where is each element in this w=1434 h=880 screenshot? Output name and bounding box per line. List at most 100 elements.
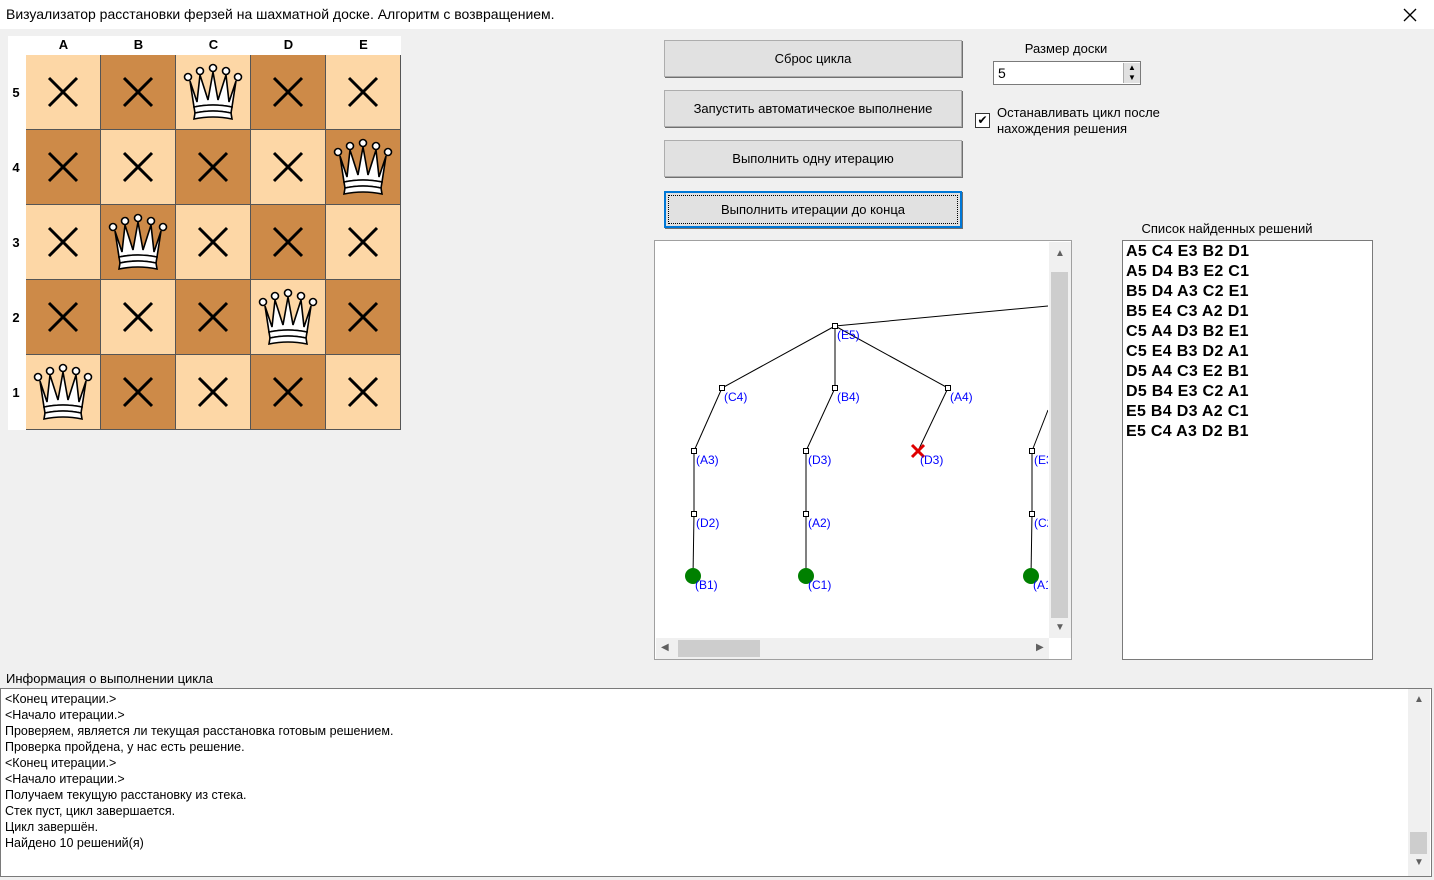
search-tree: (E5) (C4) (B4) (A4) (A3) (D3) (D3) (D2) (A2) (B1)…: [685, 305, 1048, 592]
log-line: <Начало итерации.>: [5, 708, 125, 722]
attacked-mark: [197, 301, 229, 333]
board-cell: [326, 130, 401, 205]
scroll-down[interactable]: ▼: [1414, 857, 1424, 868]
scroll-thumb[interactable]: [678, 640, 760, 657]
board-cell: [101, 205, 176, 280]
board-cell: [176, 280, 251, 355]
node-label: (A1): [1033, 578, 1048, 592]
tree-edge: [721, 325, 836, 389]
board-cell: [26, 205, 101, 280]
action-button[interactable]: Сброс цикла: [664, 40, 962, 77]
tree-edge: [692, 513, 695, 577]
scroll-up[interactable]: ▲: [1414, 694, 1424, 705]
tree-node: [691, 511, 697, 517]
column-label: E: [359, 37, 368, 52]
failed-node: [910, 443, 926, 459]
attacked-mark: [272, 76, 304, 108]
node-label: (A3): [696, 453, 719, 467]
solution-item: B5 D4 A3 C2 E1: [1126, 283, 1249, 300]
stop-checkbox-label: Останавливать цикл после нахождения реше…: [997, 105, 1160, 136]
tree-vscroll[interactable]: ▲ ▼: [1049, 242, 1071, 638]
board-cell: [326, 205, 401, 280]
board-cell: [251, 55, 326, 130]
board-cell: [251, 355, 326, 430]
board-cell: [101, 280, 176, 355]
scroll-thumb[interactable]: [1051, 272, 1068, 618]
node-label: (E3): [1034, 453, 1048, 467]
log-line: Найдено 10 решений(я): [5, 836, 144, 850]
board-cell: [101, 355, 176, 430]
queen: [331, 135, 395, 202]
log-line: Цикл завершён.: [5, 820, 99, 834]
stop-checkbox[interactable]: ✔: [975, 113, 990, 128]
tree-node: [1029, 511, 1035, 517]
queen: [31, 360, 95, 427]
attacked-mark: [197, 226, 229, 258]
column-label: B: [133, 37, 144, 52]
tree-hscroll[interactable]: ◀ ▶: [656, 638, 1049, 659]
board-cell: [176, 355, 251, 430]
scroll-up[interactable]: ▲: [1055, 248, 1065, 259]
column-label: D: [283, 37, 294, 52]
scroll-left[interactable]: ◀: [661, 642, 669, 653]
scroll-thumb[interactable]: [1410, 832, 1427, 854]
solution-node: [685, 568, 701, 584]
attacked-mark: [272, 151, 304, 183]
board-size-label: Размер доски: [1024, 41, 1108, 56]
board-cell: [326, 280, 401, 355]
tree-node: [803, 511, 809, 517]
board-cell: [251, 130, 326, 205]
attacked-mark: [347, 376, 379, 408]
action-button[interactable]: Выполнить одну итерацию: [664, 140, 962, 177]
action-button[interactable]: Запустить автоматическое выполнение: [664, 90, 962, 127]
attacked-mark: [47, 226, 79, 258]
action-button[interactable]: Выполнить итерации до конца: [664, 191, 962, 228]
scroll-right[interactable]: ▶: [1036, 642, 1044, 653]
row-label: 3: [12, 235, 20, 250]
log-line: <Начало итерации.>: [5, 772, 125, 786]
log-box: ▲ ▼ <Конец итерации.> <Начало итерации.> П…: [0, 688, 1432, 877]
solution-item: A5 C4 E3 B2 D1: [1126, 243, 1250, 260]
spinner-value: 5: [998, 65, 1006, 81]
log-line: Получаем текущую расстановку из стека.: [5, 788, 247, 802]
tree-node: [832, 323, 838, 329]
attacked-mark: [122, 376, 154, 408]
node-label: (B4): [837, 390, 860, 404]
log-line: <Конец итерации.>: [5, 692, 117, 706]
spinner-arrows[interactable]: ▲ ▼: [1123, 63, 1140, 83]
tree-edge: [1030, 513, 1033, 577]
solution-item: E5 B4 D3 A2 C1: [1126, 403, 1249, 420]
solution-item: A5 D4 B3 E2 C1: [1126, 263, 1250, 280]
tree-node: [1029, 448, 1035, 454]
node-label: (C4): [724, 390, 747, 404]
board-cell: [101, 130, 176, 205]
node-label: (D2): [696, 516, 719, 530]
queen: [181, 60, 245, 127]
node-label: (A4): [950, 390, 973, 404]
queen: [106, 210, 170, 277]
row-label: 4: [12, 160, 20, 175]
solution-item: E5 C4 A3 D2 B1: [1126, 423, 1249, 440]
tree-edge: [805, 387, 836, 452]
node-label: (A2): [808, 516, 831, 530]
attacked-mark: [122, 301, 154, 333]
board-cell: [176, 205, 251, 280]
solution-item: B5 E4 C3 A2 D1: [1126, 303, 1249, 320]
attacked-mark: [347, 226, 379, 258]
attacked-mark: [272, 376, 304, 408]
close-button[interactable]: [1402, 7, 1418, 23]
board-size-spinner[interactable]: 5 ▲ ▼: [993, 61, 1141, 85]
queen: [256, 285, 320, 352]
row-label: 2: [12, 310, 20, 325]
board-cell: [326, 355, 401, 430]
node-label: (E5): [837, 328, 860, 342]
title-bar: Визуализатор расстановки ферзей на шахма…: [0, 0, 1434, 29]
solution-item: D5 B4 E3 C2 A1: [1126, 383, 1249, 400]
solution-item: D5 A4 C3 E2 B1: [1126, 363, 1249, 380]
board-cell: [26, 355, 101, 430]
attacked-mark: [122, 151, 154, 183]
log-vscroll[interactable]: ▲ ▼: [1408, 689, 1430, 876]
scroll-down[interactable]: ▼: [1055, 622, 1065, 633]
window-title: Визуализатор расстановки ферзей на шахма…: [6, 6, 555, 22]
